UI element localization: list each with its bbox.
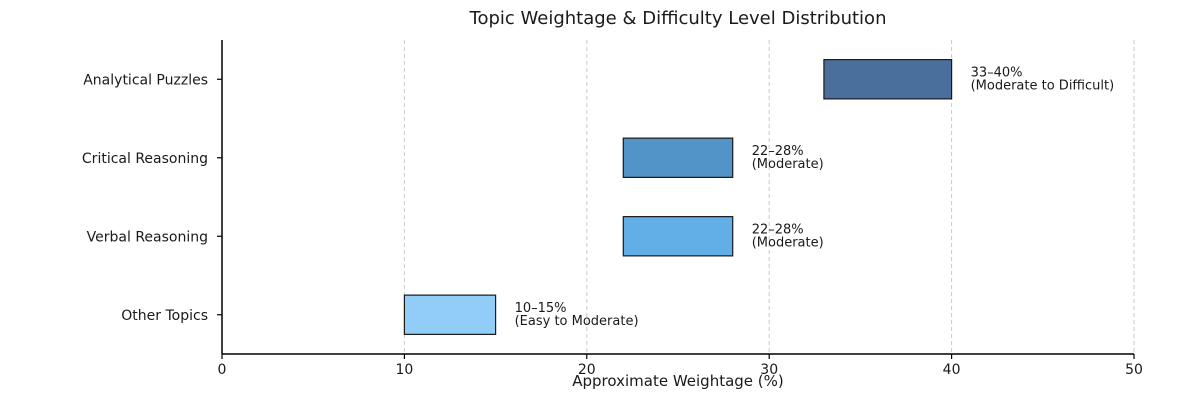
x-tick-label: 10	[395, 362, 413, 378]
bar-difficulty-text: (Moderate to Difficult)	[971, 78, 1115, 93]
x-tick-label: 50	[1125, 362, 1143, 378]
bar-range-text: 22–28%	[752, 144, 804, 159]
range-bar	[823, 59, 953, 100]
bar-range-text: 10–15%	[515, 301, 567, 316]
bar-difficulty-text: (Moderate)	[752, 235, 824, 250]
x-axis-label: Approximate Weightage (%)	[572, 372, 784, 390]
x-tick-label: 20	[578, 362, 596, 378]
ticks: 0 10 20 30 40 50 Analytical Puzzles Critical Re…	[82, 72, 1143, 378]
range-bar	[622, 216, 734, 257]
data-labels: 33–40% (Moderate to Difficult)22–28% (Mode…	[515, 65, 1115, 329]
x-tick-label: 0	[218, 362, 227, 378]
bar-data-label: 33–40% (Moderate to Difficult)	[971, 65, 1115, 93]
y-category-label: Other Topics	[121, 308, 208, 324]
bar-range-text: 33–40%	[971, 65, 1023, 80]
x-tick-label: 40	[943, 362, 961, 378]
y-category-label: Verbal Reasoning	[87, 229, 208, 245]
y-category-label: Analytical Puzzles	[83, 72, 208, 88]
bar-range-text: 22–28%	[752, 222, 804, 237]
range-bar	[622, 137, 734, 178]
bar-difficulty-text: (Easy to Moderate)	[515, 314, 639, 329]
range-bar	[403, 294, 497, 335]
bars	[403, 59, 953, 335]
bar-data-label: 22–28% (Moderate)	[752, 222, 824, 250]
bar-difficulty-text: (Moderate)	[752, 157, 824, 172]
y-category-label: Critical Reasoning	[82, 151, 208, 167]
bar-data-label: 10–15% (Easy to Moderate)	[515, 301, 639, 329]
x-tick-label: 30	[760, 362, 778, 378]
axes	[221, 40, 1134, 355]
bar-data-label: 22–28% (Moderate)	[752, 144, 824, 172]
chart-title: Topic Weightage & Difficulty Level Distr…	[469, 8, 887, 29]
